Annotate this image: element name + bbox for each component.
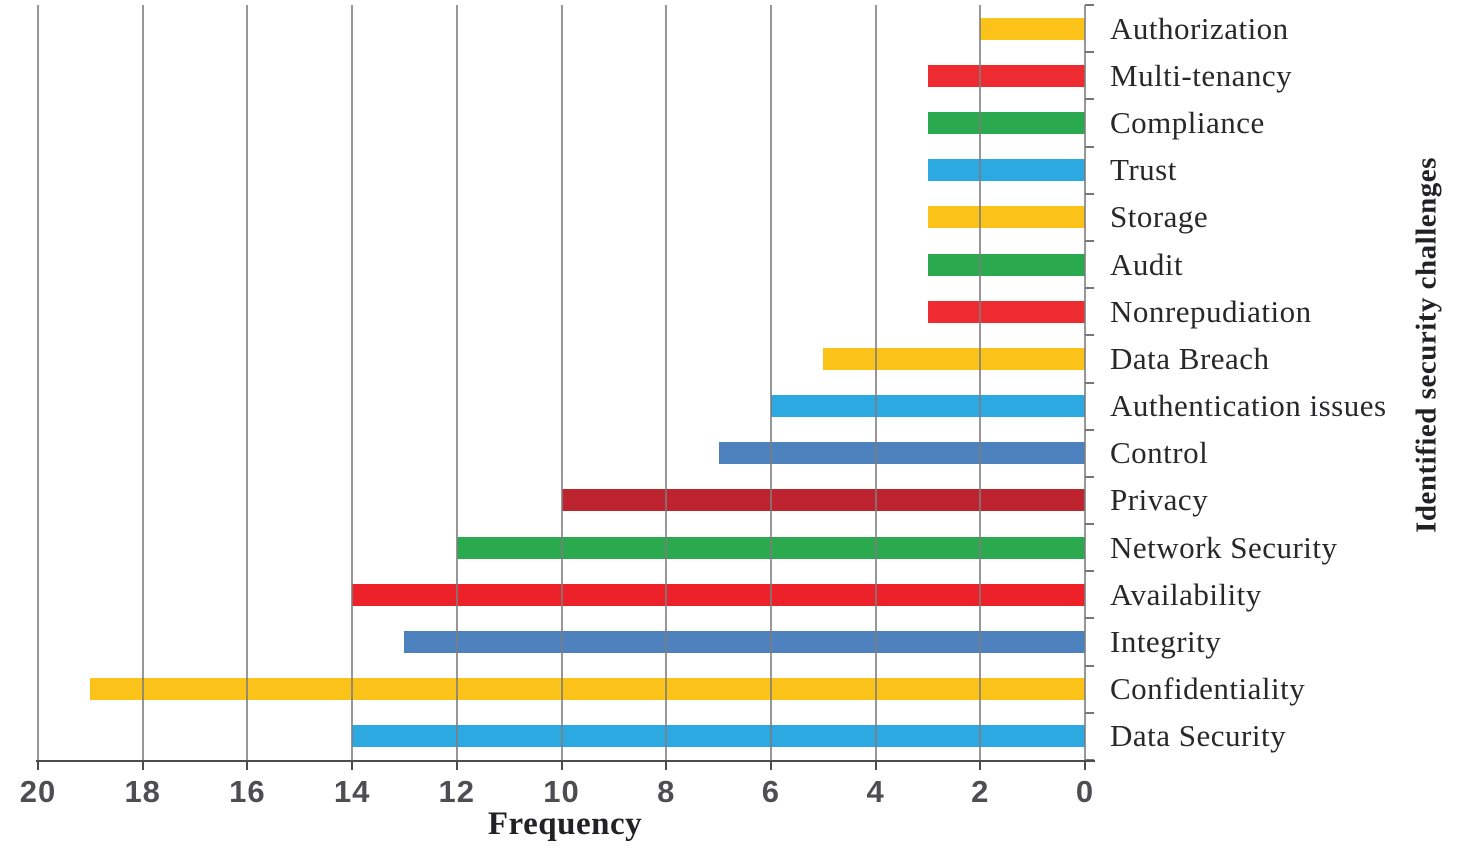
right-axis-tick xyxy=(1085,4,1094,6)
right-axis-tick xyxy=(1085,287,1094,290)
bar-data-security xyxy=(352,725,1085,748)
right-axis-tick xyxy=(1085,428,1094,431)
category-label-audit: Audit xyxy=(1110,246,1184,282)
right-axis-tick xyxy=(1085,664,1094,667)
x-tick-label-8: 8 xyxy=(657,774,676,809)
category-label-network-security: Network Security xyxy=(1110,529,1338,565)
bar-audit xyxy=(927,253,1085,276)
bar-multi-tenancy xyxy=(927,64,1085,87)
gridline-16 xyxy=(246,5,249,760)
x-tick-label-12: 12 xyxy=(438,774,476,809)
category-label-availability: Availability xyxy=(1110,576,1262,612)
x-axis-tick xyxy=(246,760,249,770)
x-axis-tick xyxy=(351,760,354,770)
gridline-20 xyxy=(37,5,39,760)
category-label-privacy: Privacy xyxy=(1110,482,1209,518)
x-axis-tick xyxy=(455,760,458,770)
x-axis-tick xyxy=(979,760,982,770)
category-label-trust: Trust xyxy=(1110,152,1177,188)
right-axis-tick xyxy=(1085,145,1094,148)
right-axis-tick xyxy=(1085,570,1094,573)
category-label-authorization: Authorization xyxy=(1110,10,1289,46)
x-tick-label-4: 4 xyxy=(866,774,885,809)
category-label-multi-tenancy: Multi-tenancy xyxy=(1110,57,1293,93)
category-label-data-breach: Data Breach xyxy=(1110,340,1270,376)
category-label-authentication-issues: Authentication issues xyxy=(1110,388,1387,424)
x-tick-label-14: 14 xyxy=(333,774,371,809)
x-tick-label-16: 16 xyxy=(229,774,266,809)
x-axis-title: Frequency xyxy=(487,806,643,842)
x-axis-line xyxy=(36,760,1095,762)
x-axis-tick xyxy=(37,760,39,770)
bar-authentication-issues xyxy=(770,395,1085,418)
x-axis-tick xyxy=(665,760,668,770)
right-axis-tick xyxy=(1085,239,1094,242)
x-axis-tick xyxy=(560,760,563,770)
y-axis-title: Identified security challenges xyxy=(1410,157,1443,533)
right-axis-tick xyxy=(1085,192,1094,195)
category-label-control: Control xyxy=(1110,435,1209,471)
gridline-10 xyxy=(560,5,563,760)
category-label-confidentiality: Confidentiality xyxy=(1110,671,1306,707)
bar-availability xyxy=(352,583,1085,606)
right-axis-tick xyxy=(1085,334,1094,337)
right-axis-tick xyxy=(1085,98,1094,101)
bar-confidentiality xyxy=(90,678,1085,701)
category-label-compliance: Compliance xyxy=(1110,104,1265,140)
x-axis-tick xyxy=(769,760,772,770)
bar-compliance xyxy=(927,111,1085,134)
gridline-2 xyxy=(979,5,982,760)
gridline-18 xyxy=(141,5,144,760)
bar-trust xyxy=(927,159,1085,182)
x-tick-label-6: 6 xyxy=(761,774,781,809)
x-tick-label-2: 2 xyxy=(971,774,990,809)
x-axis-tick xyxy=(874,760,877,770)
category-label-nonrepudiation: Nonrepudiation xyxy=(1110,293,1312,329)
bar-data-breach xyxy=(823,347,1085,370)
gridline-12 xyxy=(455,5,458,760)
gridline-8 xyxy=(665,5,668,760)
bar-authorization xyxy=(980,17,1085,40)
x-tick-label-0: 0 xyxy=(1075,774,1095,809)
right-axis-tick xyxy=(1085,711,1094,714)
gridline-6 xyxy=(769,5,772,760)
right-axis-tick xyxy=(1085,51,1094,54)
bar-integrity xyxy=(404,631,1085,654)
x-tick-label-10: 10 xyxy=(543,774,580,809)
gridline-4 xyxy=(874,5,877,760)
right-axis-tick xyxy=(1085,475,1094,478)
x-tick-label-20: 20 xyxy=(19,774,57,809)
right-axis-tick xyxy=(1085,381,1094,384)
x-axis-tick xyxy=(141,760,144,770)
bar-storage xyxy=(927,206,1085,229)
gridline-14 xyxy=(351,5,354,760)
x-axis-tick xyxy=(1084,760,1086,770)
bar-control xyxy=(718,442,1085,465)
right-axis-tick xyxy=(1085,617,1094,620)
plot-area xyxy=(37,5,1086,760)
category-label-data-security: Data Security xyxy=(1110,718,1287,754)
x-tick-label-18: 18 xyxy=(124,774,161,809)
category-label-storage: Storage xyxy=(1110,199,1209,235)
right-axis-tick xyxy=(1085,523,1094,526)
bar-nonrepudiation xyxy=(927,300,1085,323)
category-label-integrity: Integrity xyxy=(1110,624,1222,660)
bar-privacy xyxy=(561,489,1085,512)
